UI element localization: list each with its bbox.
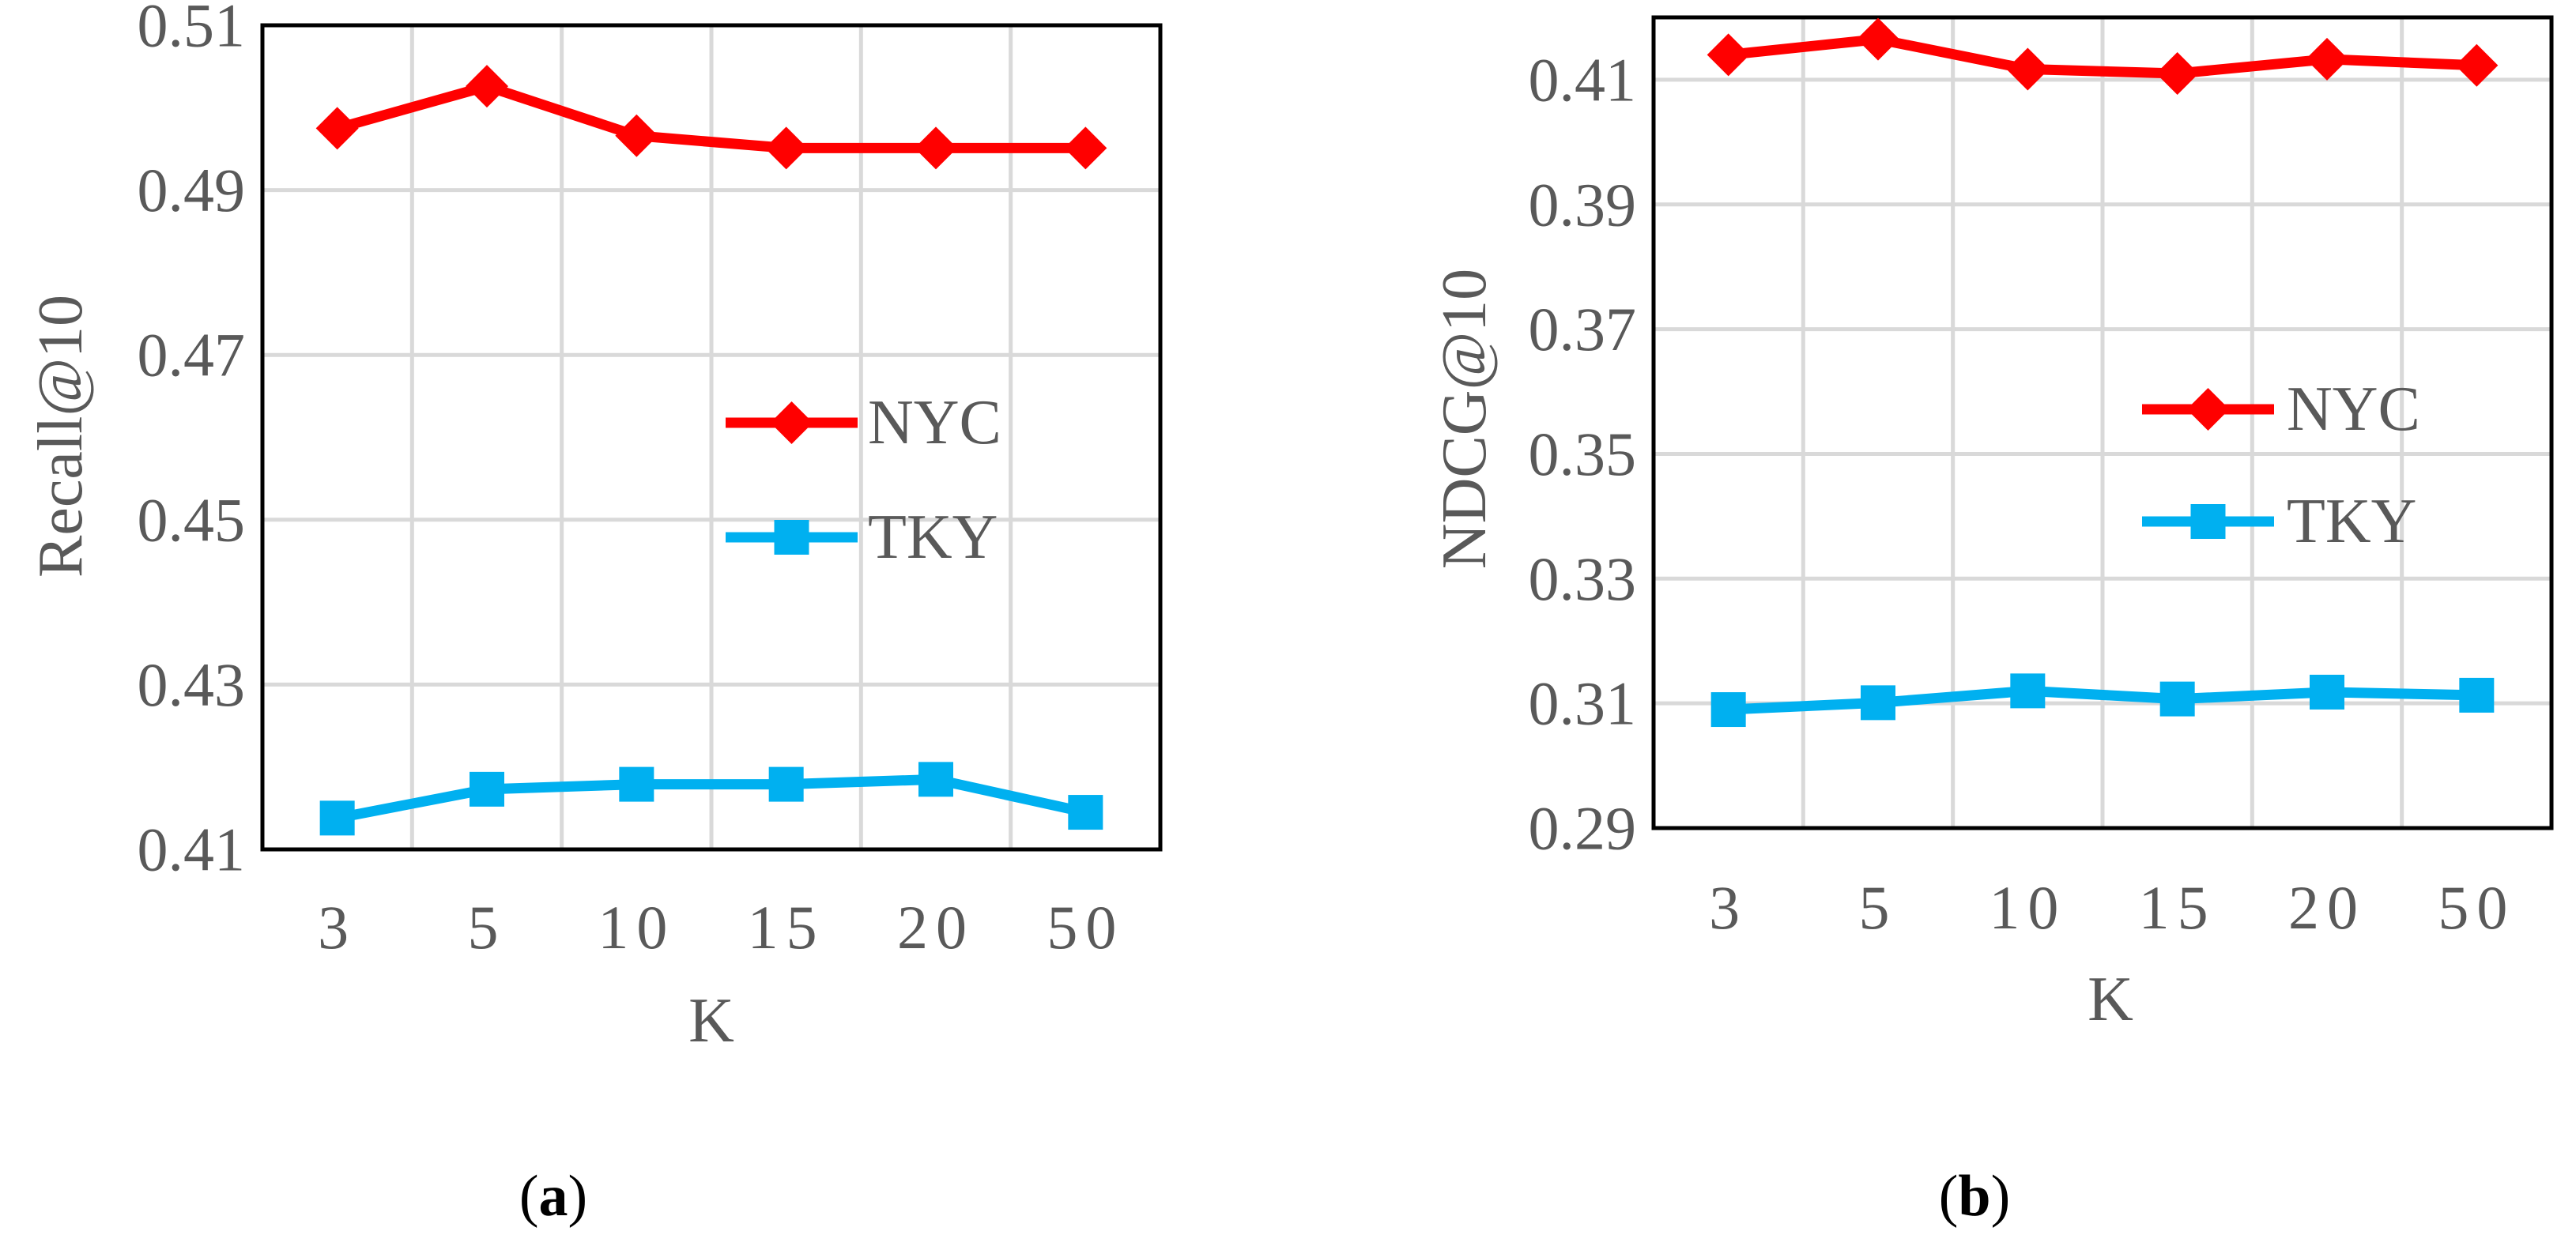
y-tick-label: 0.33	[1529, 544, 1637, 613]
tky-point	[918, 762, 953, 797]
legend-tky-marker	[774, 520, 809, 555]
panel-label: (a)	[519, 1164, 587, 1229]
x-tick-label: 3	[1709, 873, 1748, 942]
legend-nyc-label: NYC	[868, 388, 1001, 457]
tky-point	[1710, 692, 1746, 728]
legend-nyc-label: NYC	[2287, 375, 2420, 444]
nyc-point	[764, 126, 808, 170]
nyc-point	[2155, 52, 2199, 96]
y-tick-label: 0.29	[1529, 794, 1637, 863]
y-axis-title: Recall@10	[26, 295, 96, 578]
x-tick-label: 5	[1859, 873, 1898, 942]
legend-nyc-marker	[770, 401, 813, 444]
x-tick-label: 50	[2438, 873, 2515, 942]
x-tick-label: 15	[2139, 873, 2216, 942]
nyc-point	[1857, 17, 1899, 61]
x-tick-label: 20	[897, 893, 975, 962]
y-tick-label: 0.35	[1529, 420, 1637, 488]
series-nyc	[315, 65, 1107, 170]
tky-line	[1728, 685, 2477, 715]
chart-b: 0.29 0.31 0.33 0.35 0.37 0.39 0.41 3 5 10 15 20 50 K N…	[1430, 15, 2554, 1229]
tky-point	[1068, 795, 1103, 830]
nyc-line	[1727, 34, 2477, 79]
x-tick-label: 3	[318, 893, 356, 962]
tky-point	[470, 771, 504, 807]
series-tky	[1710, 673, 2495, 728]
legend-nyc-marker	[2186, 388, 2230, 431]
series-tky	[319, 762, 1103, 836]
x-tick-label: 10	[1989, 873, 2066, 942]
y-tick-label: 0.49	[138, 156, 246, 224]
y-tick-label: 0.45	[138, 485, 246, 554]
x-tick-label: 15	[748, 893, 825, 962]
tky-point	[2459, 677, 2495, 713]
nyc-point	[2306, 37, 2348, 81]
tky-point	[619, 766, 654, 802]
nyc-point	[915, 126, 957, 170]
chart-a: 0.41 0.43 0.45 0.47 0.49 0.51 3 5 10 15 20 50 K Recal…	[26, 0, 1163, 1229]
y-tick-label: 0.43	[138, 650, 246, 719]
y-tick-label: 0.31	[1529, 669, 1637, 738]
nyc-point	[315, 107, 359, 150]
legend-tky-label: TKY	[868, 503, 998, 572]
x-tick-label: 10	[598, 893, 675, 962]
panel-label: (b)	[1939, 1164, 2010, 1229]
nyc-point	[2006, 47, 2050, 91]
legend: NYC TKY	[2142, 375, 2420, 556]
legend-tky-marker	[2190, 504, 2226, 539]
y-tick-label: 0.39	[1529, 170, 1637, 239]
tky-point	[319, 800, 355, 836]
legend-tky-label: TKY	[2287, 487, 2416, 556]
nyc-point	[1707, 33, 1750, 77]
tky-point	[768, 766, 804, 802]
plot-area	[1651, 15, 2554, 830]
x-tick-label: 20	[2288, 873, 2366, 942]
y-tick-label: 0.51	[138, 0, 246, 60]
tky-point	[1861, 685, 1895, 721]
nyc-point	[1064, 126, 1107, 170]
tky-point	[2159, 681, 2195, 717]
y-tick-label: 0.37	[1529, 295, 1637, 363]
y-tick-label: 0.41	[138, 815, 246, 884]
nyc-point	[2455, 43, 2499, 87]
y-tick-label: 0.41	[1529, 45, 1637, 114]
tky-point	[2010, 673, 2046, 709]
x-axis-title: K	[688, 986, 734, 1056]
y-axis-title: NDCG@10	[1430, 269, 1499, 569]
x-axis-title: K	[2088, 965, 2133, 1034]
nyc-line	[335, 81, 1086, 153]
legend: NYC TKY	[726, 388, 1001, 572]
x-tick-label: 50	[1047, 893, 1124, 962]
nyc-point	[466, 65, 508, 108]
nyc-point	[615, 114, 658, 157]
x-tick-label: 5	[468, 893, 507, 962]
tky-point	[2310, 674, 2344, 710]
series-nyc	[1707, 17, 2499, 96]
y-tick-label: 0.47	[138, 321, 246, 390]
tky-line	[336, 774, 1087, 823]
plot-area	[260, 23, 1163, 852]
